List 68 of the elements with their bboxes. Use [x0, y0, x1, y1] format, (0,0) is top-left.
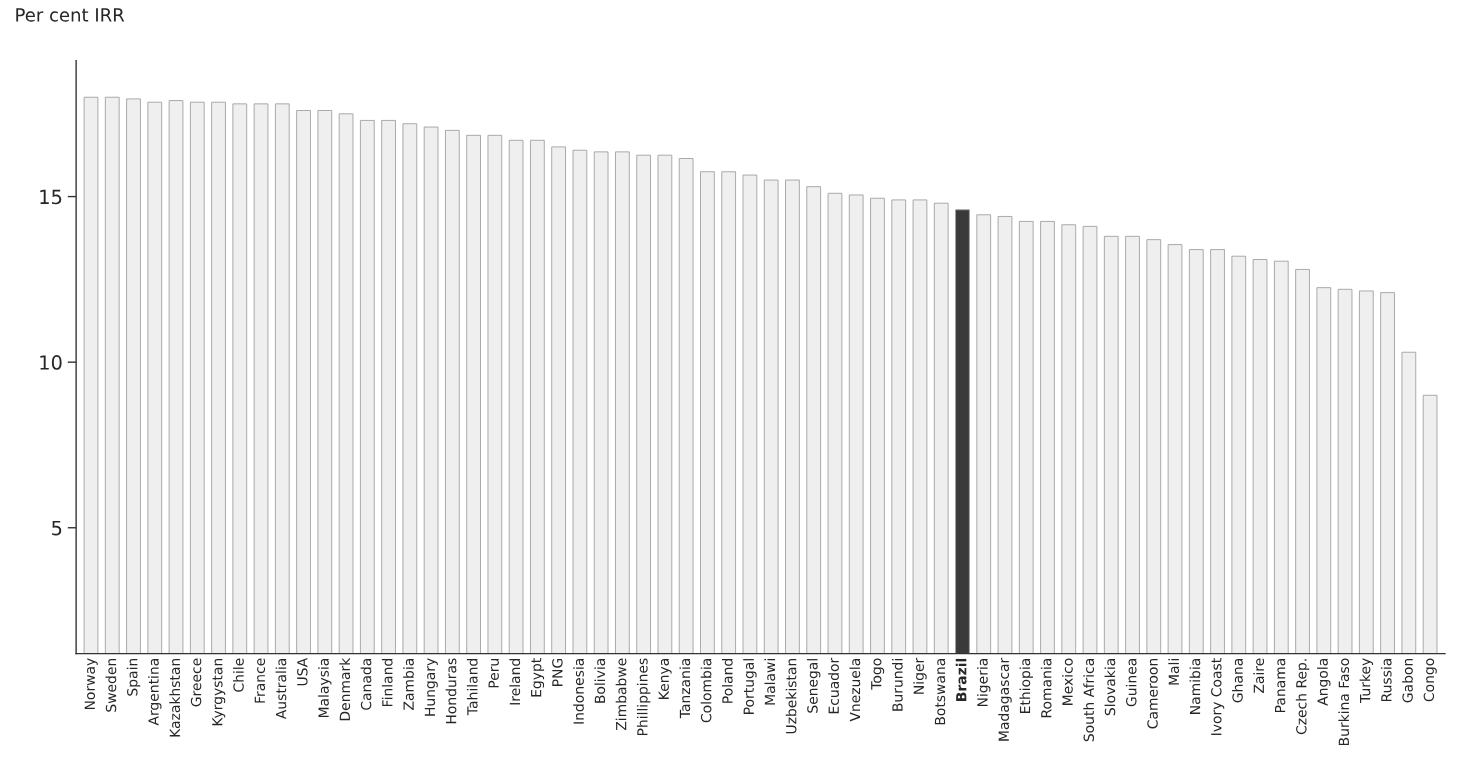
x-tick-label: Canada [360, 659, 372, 710]
x-tick-label: Vnezuela [849, 659, 861, 722]
x-tick-label: Turkey [1359, 658, 1374, 704]
x-tick-label: Bolivia [594, 659, 606, 703]
x-tick-label: Ecuador [828, 657, 839, 714]
y-tick-label: 15 [40, 189, 62, 205]
x-tick-label: Gabon [1402, 658, 1413, 703]
x-tick-label: Ethiopia [1019, 659, 1033, 713]
x-tick-label: Ireland [509, 659, 521, 705]
x-tick-label: Mexico [1062, 658, 1073, 705]
x-tick-label: Peru [488, 659, 499, 688]
x-tick-label: Chile [233, 658, 244, 692]
x-tick-label: Mali [1168, 659, 1180, 685]
x-tick-label: Honduras [445, 658, 457, 724]
x-tick-label: Burkina Faso [1338, 658, 1350, 746]
x-tick-label: Ivory Coast [1211, 658, 1225, 735]
x-tick-label: Madagascar [998, 657, 1012, 741]
x-tick-label: Portugal [743, 659, 757, 714]
x-tick-label: Egypt [531, 658, 545, 697]
x-tick-label: Norway [84, 658, 98, 710]
x-tick-label: Senegal [806, 659, 821, 713]
x-tick-label: Russia [1380, 659, 1392, 702]
x-tick-label: Cameroon [1147, 658, 1158, 729]
x-tick-label: Greece [190, 658, 202, 707]
x-tick-label: South Africa [1083, 659, 1095, 742]
x-tick-label: Czech Rep. [1295, 659, 1310, 735]
x-tick-label: Kyrgystan [212, 658, 226, 726]
x-tick-label: Indonesia [573, 659, 584, 724]
x-tick-label: Congo [1423, 658, 1437, 702]
x-tick-label: Ghana [1232, 659, 1243, 703]
x-tick-label: Nigeria [977, 659, 991, 707]
x-tick-label: Romania [1040, 659, 1052, 718]
x-tick-label: Kazakhstan [169, 658, 181, 737]
x-tick-label: USA [297, 657, 308, 686]
x-tick-label: Malawi [764, 659, 776, 705]
x-tick-label: Kenya [658, 659, 672, 699]
x-tick-label: Australia [275, 659, 287, 720]
x-tick-label: Namibia [1189, 659, 1201, 714]
x-tick-label: Slovakia [1104, 659, 1116, 716]
x-tick-label: Zambia [403, 659, 414, 710]
x-tick-label: Tanzania [679, 659, 691, 719]
x-tick-label: Burundi [891, 659, 903, 711]
x-tick-label: Argentina [148, 659, 162, 726]
x-tick-label: Brazil [955, 658, 967, 701]
y-tick-label: 10 [40, 355, 62, 370]
x-tick-label: Sweden [105, 658, 117, 712]
x-tick-label: Denmark [339, 657, 351, 721]
x-tick-label: Zaire [1253, 658, 1265, 693]
x-tick-label: Spain [126, 658, 141, 696]
x-tick-label: Malaysia [318, 659, 332, 718]
x-tick-label: Botswana [934, 659, 946, 725]
x-tick-label: Zimbabwe [615, 658, 627, 731]
x-tick-label: Guinea [1125, 659, 1137, 707]
x-tick-label: Hungary [424, 658, 438, 716]
x-tick-label: Togo [871, 658, 885, 690]
x-tick-label: PNG [552, 658, 563, 686]
y-axis-title: Per cent IRR [16, 8, 125, 22]
x-tick-label: Uzbekistan [785, 658, 797, 734]
x-tick-label: Colombia [700, 659, 712, 723]
x-tick-label: Poland [721, 659, 733, 703]
x-tick-label: Panama [1275, 659, 1286, 713]
x-tick-label: Niger [913, 657, 927, 694]
x-tick-label: Phillippines [636, 658, 651, 736]
x-tick-label: France [254, 658, 266, 703]
x-tick-label: Angola [1317, 659, 1331, 706]
y-tick-label: 5 [52, 520, 62, 536]
x-tick-label: Finland [381, 659, 393, 707]
x-tick-label: Tahiland [466, 659, 478, 716]
